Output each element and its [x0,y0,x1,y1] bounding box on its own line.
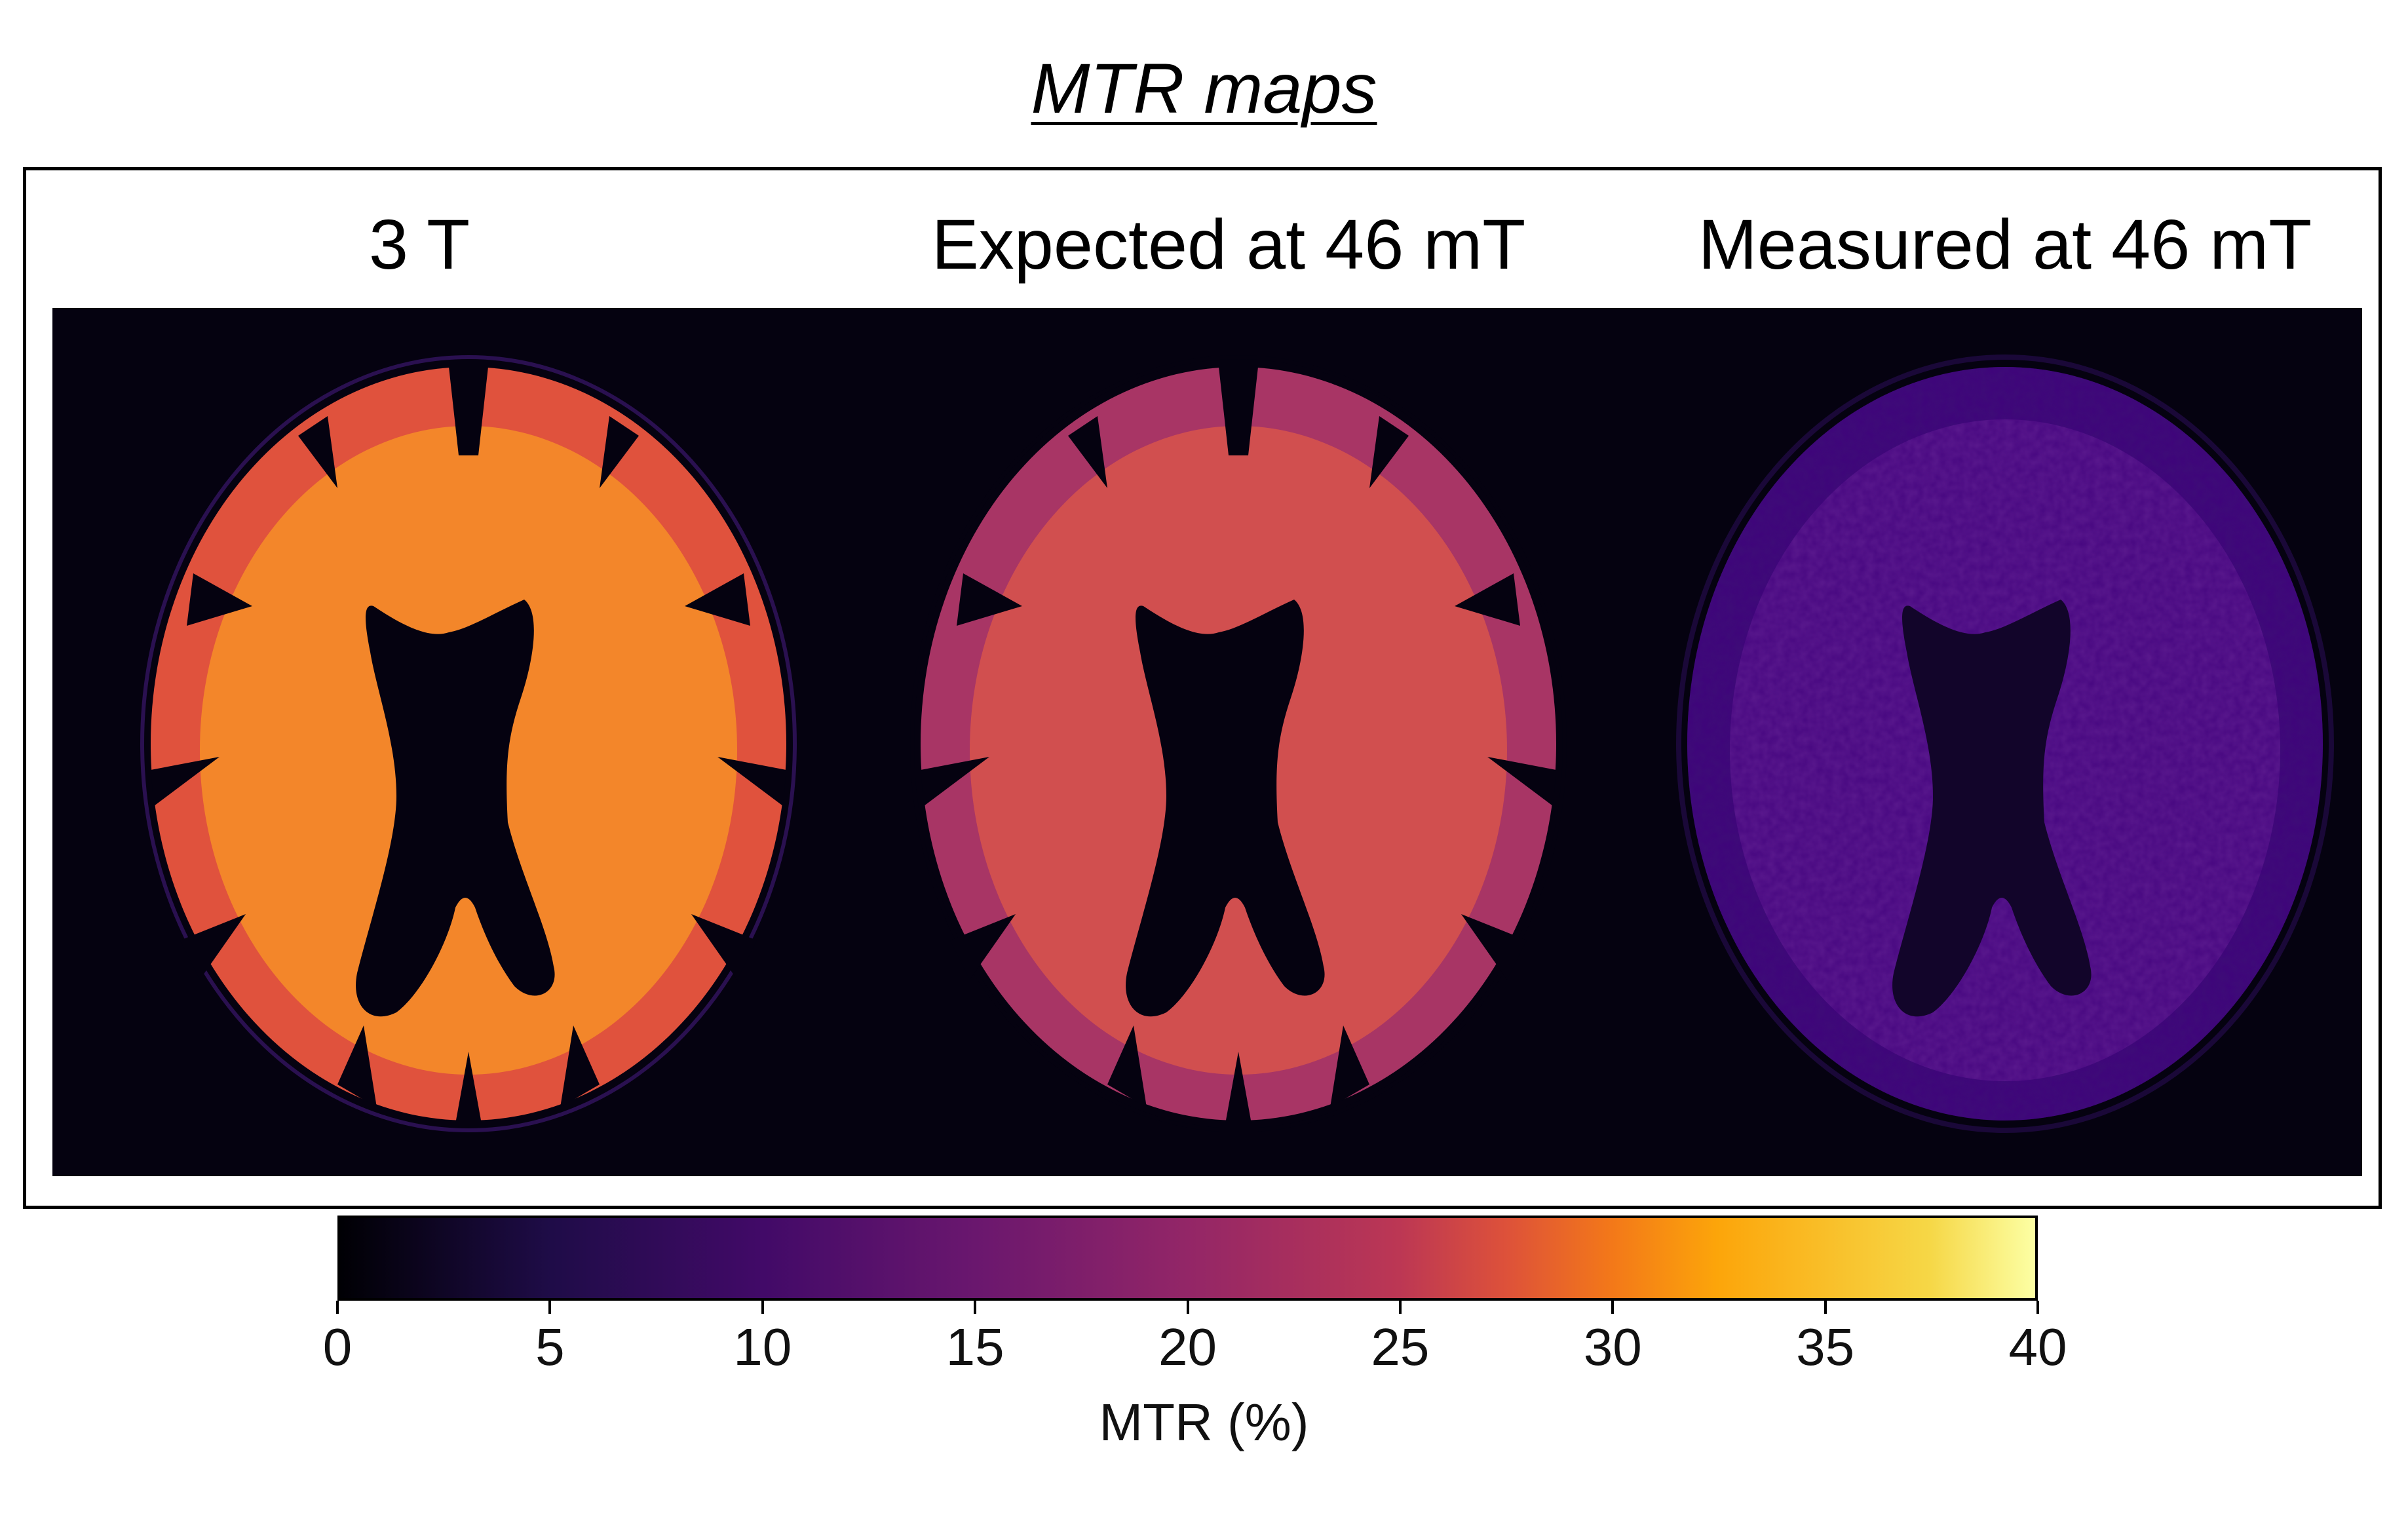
colorbar-tick [548,1301,552,1314]
panel-label-expected: Expected at 46 mT [931,204,1526,284]
colorbar-tick-label: 35 [1796,1318,1855,1376]
mtr-maps [52,308,2362,1176]
colorbar-tick [2036,1301,2039,1314]
lateral-ventricles [1892,600,2092,1017]
lateral-ventricles [1126,600,1325,1017]
colorbar-tick-label: 25 [1371,1318,1430,1376]
colorbar-tick-label: 15 [946,1318,1004,1376]
colorbar-tick [1824,1301,1827,1314]
colorbar-tick-label: 10 [733,1318,792,1376]
colorbar [337,1216,2038,1301]
sulci [921,367,1556,1124]
colorbar-tick [1398,1301,1402,1314]
brain-map-measured [1676,354,2334,1133]
colorbar-tick [1186,1301,1189,1314]
colorbar-tick-label: 30 [1583,1318,1642,1376]
colorbar-tick [336,1301,339,1314]
skull-outline [910,355,1567,1132]
lateral-ventricles [356,600,555,1017]
panel-label-3t: 3 T [368,204,470,284]
panel-label-measured: Measured at 46 mT [1698,204,2312,284]
colorbar-tick-label: 40 [2008,1318,2067,1376]
figure-title: MTR maps [1031,48,1377,128]
colorbar-tick-label: 20 [1158,1318,1217,1376]
colorbar-tick [1611,1301,1615,1314]
skull-outline [140,355,797,1132]
brain-map-expected [910,355,1567,1132]
sulci [151,367,786,1124]
colorbar-tick-label: 0 [322,1318,353,1376]
colorbar-tick-label: 5 [535,1318,565,1376]
colorbar-tick [761,1301,764,1314]
skull-outline [1676,354,2334,1133]
colorbar-label: MTR (%) [1099,1393,1309,1451]
brain-map-3t [140,355,797,1132]
colorbar-tick [974,1301,977,1314]
